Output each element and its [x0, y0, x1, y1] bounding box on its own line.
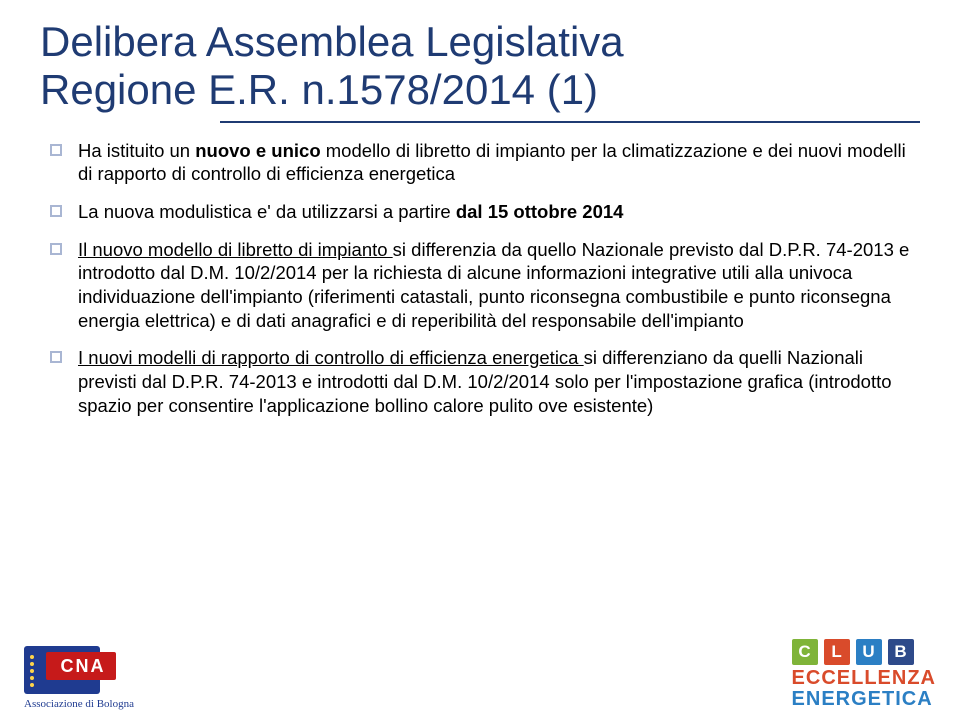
bullet-text: Il nuovo modello di libretto di impianto… — [78, 239, 909, 331]
club-letter-box: U — [856, 639, 882, 665]
bullet-list: Ha istituito un nuovo e unico modello di… — [40, 139, 920, 418]
club-letter-box: C — [792, 639, 818, 665]
bullet-square-icon — [50, 205, 62, 217]
club-letter-box: L — [824, 639, 850, 665]
title-line-1: Delibera Assemblea Legislativa — [40, 18, 624, 65]
bullet-square-icon — [50, 243, 62, 255]
list-item: Il nuovo modello di libretto di impianto… — [50, 238, 920, 333]
club-line-3: ENERGETICA — [792, 689, 933, 710]
club-letters-row: C L U B — [792, 639, 914, 665]
cna-logo: CNA Associazione di Bologna — [24, 646, 134, 710]
list-item: La nuova modulistica e' da utilizzarsi a… — [50, 200, 920, 224]
club-logo: C L U B ECCELLENZA ENERGETICA — [792, 639, 936, 710]
bullet-text: I nuovi modelli di rapporto di controllo… — [78, 347, 892, 415]
title-underline — [220, 121, 920, 123]
slide-footer: CNA Associazione di Bologna C L U B ECCE… — [0, 620, 960, 720]
bullet-square-icon — [50, 144, 62, 156]
text-bold: dal 15 ottobre 2014 — [456, 201, 624, 222]
cna-red-label: CNA — [46, 652, 116, 680]
slide-title: Delibera Assemblea Legislativa Regione E… — [40, 18, 920, 115]
club-letter-box: B — [888, 639, 914, 665]
text-fragment: La nuova modulistica e' da utilizzarsi a… — [78, 201, 456, 222]
club-line-2: ECCELLENZA — [792, 668, 936, 689]
cna-dots-icon — [30, 655, 34, 687]
text-underline: I nuovi modelli di rapporto di controllo… — [78, 347, 584, 368]
slide-content: Delibera Assemblea Legislativa Regione E… — [0, 0, 960, 417]
cna-subtitle: Associazione di Bologna — [24, 698, 134, 710]
text-bold: nuovo e unico — [195, 140, 320, 161]
bullet-square-icon — [50, 351, 62, 363]
cna-mark: CNA — [24, 646, 120, 694]
list-item: I nuovi modelli di rapporto di controllo… — [50, 346, 920, 417]
bullet-text: Ha istituito un nuovo e unico modello di… — [78, 140, 906, 185]
title-line-2: Regione E.R. n.1578/2014 (1) — [40, 66, 598, 113]
list-item: Ha istituito un nuovo e unico modello di… — [50, 139, 920, 186]
text-underline: Il nuovo modello di libretto di impianto — [78, 239, 393, 260]
text-fragment: Ha istituito un — [78, 140, 195, 161]
bullet-text: La nuova modulistica e' da utilizzarsi a… — [78, 201, 623, 222]
